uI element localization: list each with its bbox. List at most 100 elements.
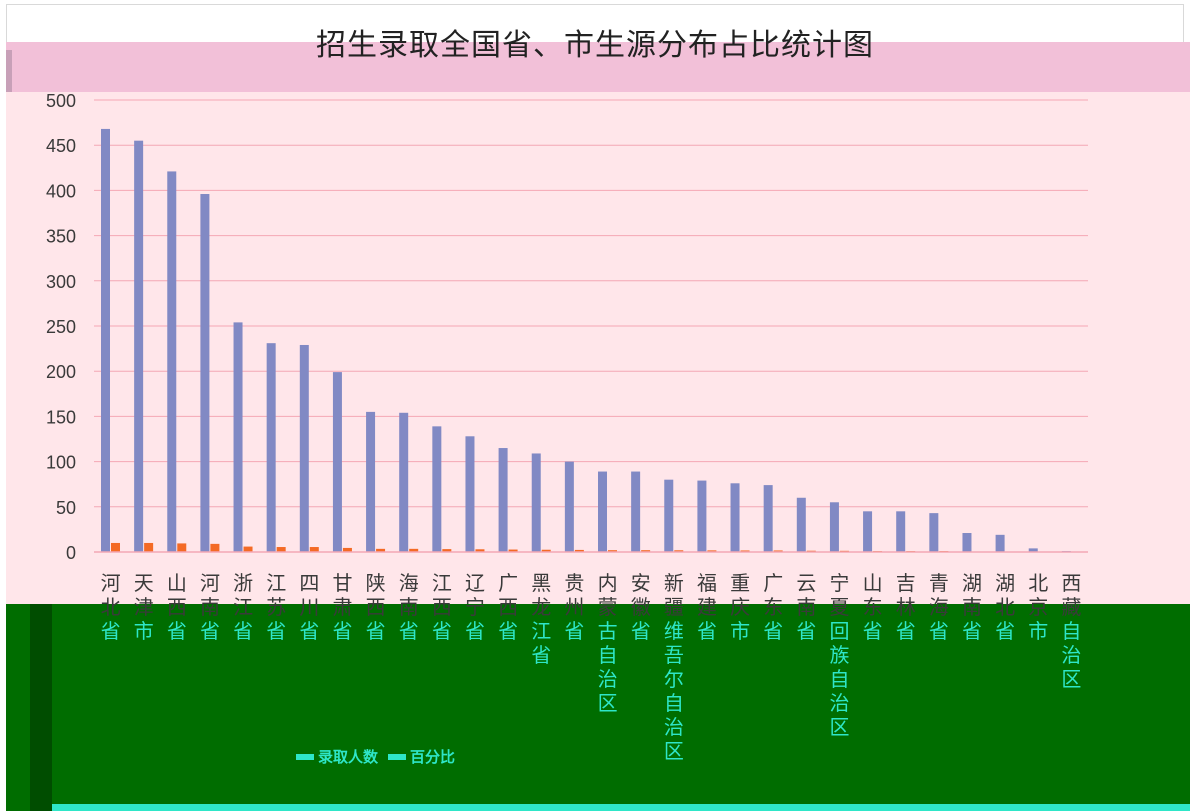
y-tick-label: 0 [66,543,76,563]
x-tick-label: 湖南省 [962,571,982,643]
bar-percent [409,548,419,552]
bar-admitted [465,436,475,552]
x-tick-label: 安徽省 [631,571,651,643]
bar-percent [674,550,684,552]
bar-admitted [796,497,806,552]
x-tick-label: 江苏省 [266,571,286,643]
bar-percent [641,550,651,552]
x-tick-label: 浙江省 [233,571,253,643]
legend-label: 百分比 [410,748,456,766]
bar-percent [276,547,286,552]
y-tick-label: 250 [46,317,76,337]
bar-admitted [399,412,409,552]
x-tick-label: 天津市 [134,571,154,643]
bar-admitted [366,411,376,552]
bar-admitted [664,479,674,552]
bar-percent [740,550,750,552]
x-tick-label: 新疆维吾尔自治区 [664,571,684,763]
bar-admitted [829,502,839,552]
bar-admitted [763,485,773,552]
x-tick-label: 辽宁省 [465,571,485,643]
legend-label: 录取人数 [318,748,379,766]
x-tick-label: 山东省 [863,571,883,643]
x-tick-label: 山西省 [167,571,187,643]
legend-item-percent: 百分比 [388,746,455,767]
x-tick-label: 广西省 [498,571,518,643]
x-tick-label: 青海省 [929,571,949,643]
bar-admitted [432,426,442,552]
y-tick-label: 100 [46,453,76,473]
bar-percent [210,543,220,552]
legend-item-count: 录取人数 [296,746,378,767]
bar-percent [608,550,617,552]
x-tick-label: 河北省 [101,571,121,643]
bar-admitted [167,171,177,552]
bar-admitted [962,533,972,552]
chart-title: 招生录取全国省、市生源分布占比统计图 [316,28,874,63]
bar-percent [707,550,717,552]
x-tick-label: 广东省 [763,571,783,643]
bar-percent [376,548,386,552]
y-tick-label: 300 [46,272,76,292]
legend-swatch-icon [388,753,407,760]
x-tick-label: 陕西省 [366,571,386,643]
bar-percent [243,546,253,552]
x-tick-label: 黑龙江省 [531,571,551,667]
legend-swatch-icon [296,753,314,760]
x-tick-label: 河南省 [200,571,220,643]
category-band-strip [52,804,1190,811]
bar-admitted [730,483,740,552]
x-tick-label: 贵州省 [564,571,584,643]
x-tick-label: 四川省 [299,571,319,643]
category-band-shadow [30,604,52,811]
y-tick-label: 500 [46,91,76,111]
bar-admitted [697,480,707,552]
x-tick-label: 海南省 [399,571,419,643]
category-band [6,604,1190,811]
bar-admitted [564,461,574,552]
x-tick-label: 重庆市 [730,571,750,643]
bar-admitted [598,471,607,552]
bar-admitted [929,513,939,552]
title-band [6,42,1190,92]
x-tick-label: 北京市 [1028,571,1048,643]
bar-admitted [299,344,309,552]
x-tick-label: 甘肃省 [333,571,353,643]
bar-percent [508,549,518,552]
bar-percent [177,543,187,552]
bar-admitted [233,322,243,552]
bar-percent [144,542,154,552]
y-tick-label: 150 [46,407,76,427]
bar-admitted [134,140,144,552]
x-tick-label: 西藏自治区 [1061,571,1081,691]
bar-admitted [863,511,873,552]
bar-admitted [266,343,276,552]
bar-admitted [995,534,1005,552]
x-tick-label: 湖北省 [995,571,1015,643]
y-tick-label: 450 [46,136,76,156]
bar-percent [442,549,452,552]
bar-admitted [101,128,110,553]
bar-admitted [631,471,641,552]
x-tick-label: 吉林省 [896,571,916,643]
bar-percent [111,542,120,552]
x-tick-label: 福建省 [697,571,717,643]
bar-admitted [332,372,342,552]
bar-percent [541,549,551,552]
bar-percent [309,547,319,552]
y-tick-label: 200 [46,362,76,382]
x-tick-label: 江西省 [432,571,452,643]
legend: 录取人数 百分比 [296,746,455,767]
bar-admitted [200,194,210,553]
bar-admitted [531,453,541,552]
y-tick-label: 400 [46,181,76,201]
bar-admitted [896,511,906,552]
bar-admitted [1028,548,1038,552]
bar-percent [342,547,352,552]
y-tick-label: 50 [56,498,76,518]
x-tick-label: 宁夏回族自治区 [830,571,850,739]
bar-percent [475,549,485,552]
bar-percent [773,550,783,552]
bar-admitted [498,448,508,552]
